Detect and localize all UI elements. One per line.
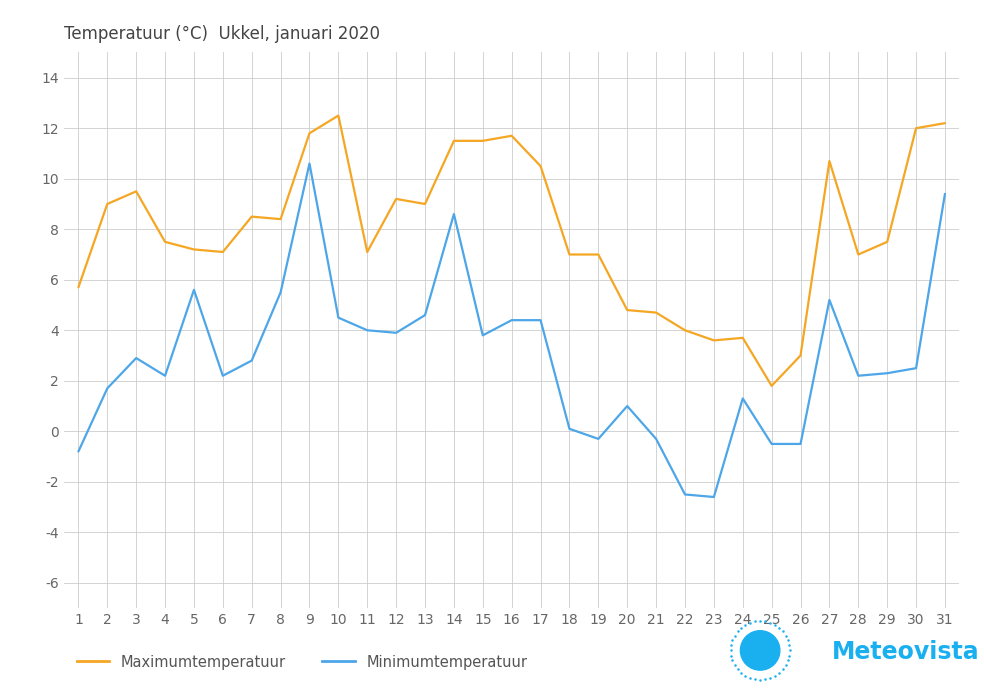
Circle shape [740, 630, 780, 670]
Text: Meteovista: Meteovista [831, 640, 979, 664]
Legend: Maximumtemperatuur, Minimumtemperatuur: Maximumtemperatuur, Minimumtemperatuur [71, 649, 533, 676]
Text: Temperatuur (°C)  Ukkel, januari 2020: Temperatuur (°C) Ukkel, januari 2020 [64, 24, 380, 43]
